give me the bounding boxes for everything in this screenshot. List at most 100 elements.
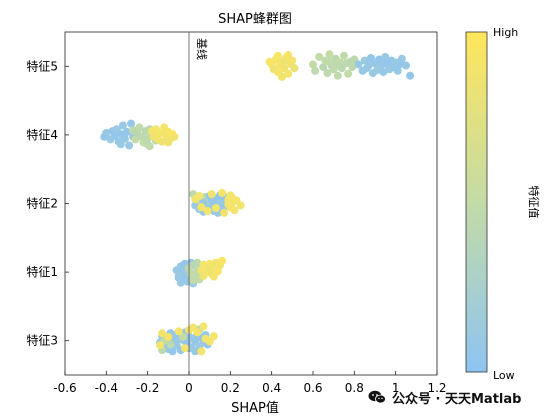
data-point bbox=[354, 60, 363, 69]
y-tick-label: 特征2 bbox=[26, 196, 58, 211]
data-point bbox=[379, 68, 388, 76]
data-point bbox=[325, 50, 334, 59]
data-point bbox=[224, 200, 233, 209]
x-tick-label: -0.4 bbox=[95, 381, 118, 395]
data-point bbox=[311, 66, 320, 75]
data-point bbox=[220, 208, 229, 217]
baseline-label: 基线 bbox=[195, 38, 209, 60]
data-point bbox=[323, 69, 332, 78]
data-point bbox=[170, 132, 179, 141]
data-point bbox=[180, 344, 189, 353]
colorbar bbox=[465, 31, 488, 373]
data-point bbox=[193, 258, 202, 267]
data-point bbox=[172, 336, 181, 345]
data-point bbox=[191, 347, 200, 356]
y-tick-label: 特征1 bbox=[26, 264, 58, 279]
data-point bbox=[156, 341, 165, 350]
data-point bbox=[393, 66, 402, 75]
data-point bbox=[158, 137, 167, 146]
data-point bbox=[309, 60, 317, 69]
data-point bbox=[319, 63, 328, 72]
data-points bbox=[100, 50, 415, 356]
data-point bbox=[379, 58, 388, 67]
data-point bbox=[344, 69, 353, 78]
data-point bbox=[178, 332, 187, 341]
data-point bbox=[195, 192, 204, 200]
data-point bbox=[127, 119, 136, 128]
data-point bbox=[164, 332, 173, 341]
data-point bbox=[209, 332, 218, 341]
data-point bbox=[193, 328, 202, 337]
colorbar-high-label: High bbox=[493, 26, 518, 39]
watermark-text: 公众号 · 天天Matlab bbox=[392, 391, 522, 407]
data-point bbox=[174, 271, 183, 280]
y-tick-label: 特征5 bbox=[26, 58, 58, 73]
data-point bbox=[116, 140, 125, 149]
data-point bbox=[166, 340, 175, 349]
x-axis-label: SHAP值 bbox=[231, 400, 279, 416]
data-point bbox=[325, 57, 334, 66]
data-point bbox=[275, 66, 284, 75]
data-point bbox=[406, 71, 415, 80]
watermark: 公众号 · 天天Matlab bbox=[368, 386, 521, 408]
data-point bbox=[402, 61, 410, 70]
y-axis-ticks: 特征5 特征4 特征2 特征1 特征3 bbox=[26, 58, 69, 348]
plot-axes-box bbox=[64, 31, 438, 376]
data-point bbox=[207, 190, 216, 199]
x-tick-label: 0.6 bbox=[303, 381, 322, 395]
data-point bbox=[340, 51, 348, 60]
x-tick-label: 0.2 bbox=[221, 381, 240, 395]
data-point bbox=[199, 322, 208, 331]
data-point bbox=[145, 142, 154, 151]
data-point bbox=[284, 69, 293, 78]
data-point bbox=[211, 204, 220, 212]
data-point bbox=[120, 134, 129, 143]
data-point bbox=[102, 129, 111, 137]
data-point bbox=[348, 63, 357, 72]
data-point bbox=[230, 206, 239, 215]
data-point bbox=[397, 54, 406, 63]
data-point bbox=[158, 129, 167, 137]
data-point bbox=[333, 71, 342, 80]
data-point bbox=[218, 188, 227, 197]
data-point bbox=[232, 196, 241, 205]
data-point bbox=[209, 197, 218, 206]
data-point bbox=[110, 131, 119, 140]
data-point bbox=[135, 123, 144, 132]
data-point bbox=[164, 138, 173, 147]
data-point bbox=[189, 276, 198, 285]
data-point bbox=[118, 121, 127, 130]
y-tick-label: 特征3 bbox=[26, 333, 58, 348]
x-tick-label: 0.8 bbox=[345, 381, 364, 395]
wechat-icon bbox=[368, 390, 386, 404]
data-point bbox=[176, 278, 185, 287]
y-tick-label: 特征4 bbox=[26, 127, 58, 142]
data-point bbox=[197, 203, 206, 212]
data-point bbox=[199, 260, 208, 269]
x-tick-label: -0.2 bbox=[136, 381, 159, 395]
x-axis-ticks: -0.6 -0.4 -0.2 0 0.2 0.4 0.6 0.8 1 1.2 bbox=[53, 371, 447, 395]
data-point bbox=[273, 51, 282, 60]
x-tick-label: -0.6 bbox=[53, 381, 76, 395]
data-point bbox=[203, 207, 212, 215]
data-point bbox=[131, 135, 140, 144]
data-point bbox=[218, 256, 227, 265]
data-point bbox=[158, 329, 167, 338]
x-tick-label: 0 bbox=[185, 381, 193, 395]
data-point bbox=[315, 52, 324, 61]
data-point bbox=[123, 127, 131, 136]
data-point bbox=[290, 64, 299, 73]
chart-title: SHAP蜂群图 bbox=[218, 12, 292, 27]
data-point bbox=[205, 265, 214, 274]
data-point bbox=[197, 347, 206, 356]
data-point bbox=[278, 72, 286, 81]
data-point bbox=[280, 56, 289, 65]
data-point bbox=[168, 347, 177, 356]
x-tick-label: 1 bbox=[392, 381, 400, 395]
data-point bbox=[288, 56, 297, 65]
x-tick-label: 0.4 bbox=[262, 381, 281, 395]
x-tick-label: 1.2 bbox=[427, 381, 446, 395]
data-point bbox=[174, 327, 183, 336]
